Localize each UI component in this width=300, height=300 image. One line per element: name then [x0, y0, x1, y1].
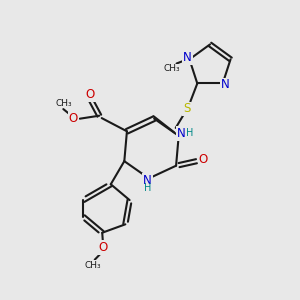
Text: N: N	[221, 79, 230, 92]
Text: O: O	[86, 88, 95, 100]
Text: N: N	[177, 127, 186, 140]
Text: O: O	[98, 241, 107, 254]
Text: S: S	[183, 103, 190, 116]
Text: N: N	[183, 51, 192, 64]
Text: H: H	[186, 128, 194, 138]
Text: O: O	[69, 112, 78, 124]
Text: O: O	[198, 153, 208, 166]
Text: CH₃: CH₃	[85, 261, 101, 270]
Text: H: H	[144, 183, 151, 193]
Text: CH₃: CH₃	[163, 64, 180, 74]
Text: CH₃: CH₃	[56, 99, 72, 108]
Text: N: N	[143, 174, 152, 187]
